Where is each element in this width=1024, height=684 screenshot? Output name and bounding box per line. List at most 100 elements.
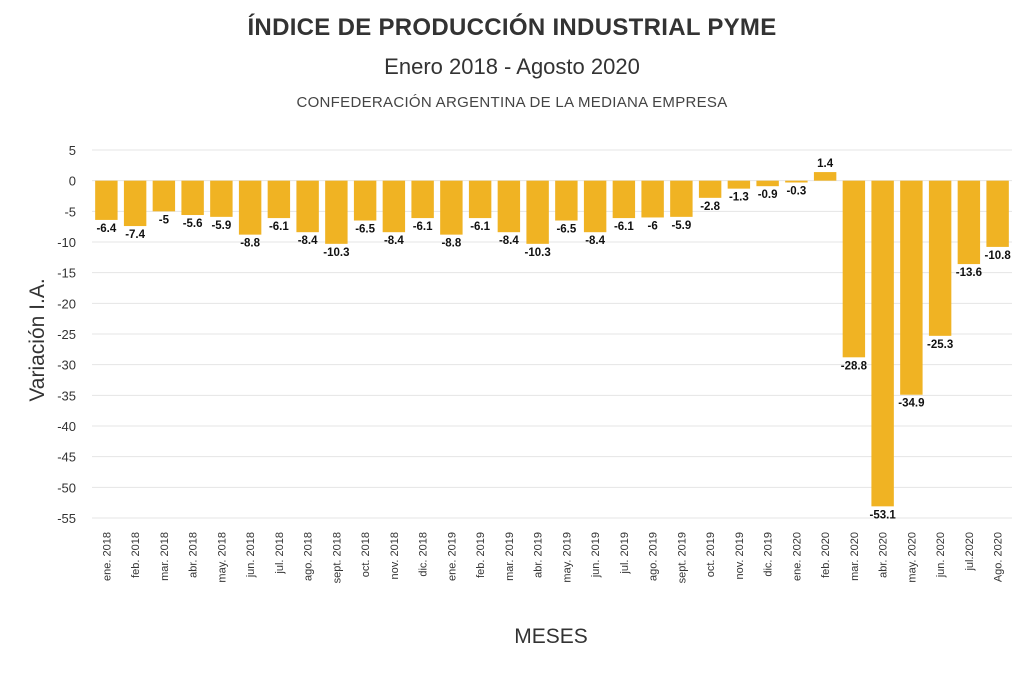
x-tick-label: jul.2020 <box>964 532 976 572</box>
x-tick-label: ene. 2020 <box>791 532 803 581</box>
bar <box>382 180 406 233</box>
x-axis-ticks: ene. 2018 feb. 2018 mar. 2018 abr. 2018 may.… <box>101 532 1004 583</box>
data-label: -6.4 <box>96 223 116 235</box>
bar <box>756 180 779 187</box>
x-tick-label: feb. 2019 <box>475 532 487 578</box>
x-tick-label: ago. 2018 <box>303 532 315 581</box>
data-label: -10.3 <box>323 247 349 259</box>
bar <box>267 180 291 219</box>
x-tick-label: mar. 2018 <box>159 532 171 581</box>
y-tick-label: 5 <box>69 143 76 158</box>
data-label: -8.4 <box>585 235 605 247</box>
x-tick-label: ene. 2018 <box>101 532 113 581</box>
x-tick-label: Ago. 2020 <box>993 532 1005 582</box>
bar <box>440 180 463 235</box>
bar <box>727 180 751 189</box>
x-tick-label: ago. 2019 <box>648 532 660 581</box>
x-tick-label: may. 2018 <box>216 532 228 583</box>
y-axis-ticks: 5 0 -5 -10 -15 -20 -25 -30 -35 -40 -45 -50 -55 <box>57 143 76 526</box>
bar <box>181 180 204 216</box>
x-tick-label: dic. 2019 <box>763 532 775 577</box>
y-tick-label: -50 <box>57 480 76 495</box>
data-label: -5 <box>159 214 170 226</box>
data-label: -5.9 <box>211 220 231 232</box>
y-tick-label: -55 <box>57 511 76 526</box>
bar <box>468 180 492 219</box>
data-label: -6.1 <box>470 221 490 233</box>
chart-subtitle: Enero 2018 - Agosto 2020 <box>384 54 640 79</box>
x-tick-label: nov. 2019 <box>734 532 746 580</box>
x-tick-label: abr. 2020 <box>878 532 890 578</box>
chart-source: CONFEDERACIÓN ARGENTINA DE LA MEDIANA EM… <box>296 94 728 111</box>
bar <box>95 180 118 220</box>
bar <box>698 180 722 198</box>
bar <box>411 180 434 219</box>
data-label: -6.5 <box>355 224 375 236</box>
bar <box>641 180 664 218</box>
data-label: -10.3 <box>525 247 551 259</box>
y-tick-label: -25 <box>57 327 76 342</box>
x-tick-label: jul. 2019 <box>619 532 631 575</box>
bar <box>526 180 549 244</box>
x-tick-label: abr. 2018 <box>188 532 200 578</box>
data-label: -6.1 <box>413 221 433 233</box>
bar <box>842 180 866 358</box>
bar <box>612 180 636 219</box>
data-label: -6.1 <box>269 221 289 233</box>
data-labels: -6.4-7.4-5 -5.6 -5.9-8.8-6.1-8.4-10.3-6.5-… <box>96 158 1011 521</box>
x-tick-label: jun. 2020 <box>935 532 947 578</box>
bar <box>986 180 1009 247</box>
bar <box>296 180 319 233</box>
y-tick-label: -40 <box>57 419 76 434</box>
data-label: -28.8 <box>841 360 868 372</box>
x-tick-label: may. 2020 <box>906 532 918 583</box>
data-label: -8.4 <box>499 235 519 247</box>
data-label: -34.9 <box>898 398 924 410</box>
data-label: -10.8 <box>985 250 1012 262</box>
bars <box>95 172 1009 507</box>
chart-title: ÍNDICE DE PRODUCCIÓN INDUSTRIAL PYME <box>247 14 777 41</box>
bar <box>555 180 578 221</box>
bar <box>871 180 894 507</box>
x-tick-label: mar. 2019 <box>504 532 516 581</box>
bar <box>785 180 808 183</box>
y-tick-label: -30 <box>57 358 76 373</box>
data-label: -25.3 <box>927 339 953 351</box>
data-label: -6.1 <box>614 221 634 233</box>
x-tick-label: ene. 2019 <box>446 532 458 581</box>
bar <box>900 180 923 395</box>
y-axis-title: Variación I.A. <box>26 278 49 401</box>
y-tick-label: -5 <box>64 204 76 219</box>
data-label: -53.1 <box>870 509 897 521</box>
bar <box>957 180 981 265</box>
data-label: -5.9 <box>671 220 691 232</box>
x-tick-label: sept. 2018 <box>331 532 343 583</box>
bar <box>123 180 147 227</box>
x-tick-label: feb. 2020 <box>820 532 832 578</box>
x-tick-label: oct. 2019 <box>705 532 717 577</box>
data-label: -8.4 <box>298 235 318 247</box>
bar <box>497 180 521 233</box>
y-tick-label: -35 <box>57 388 76 403</box>
y-tick-label: -45 <box>57 450 76 465</box>
x-tick-label: dic. 2018 <box>418 532 430 577</box>
bar <box>325 180 348 244</box>
data-label: -7.4 <box>125 229 145 241</box>
data-label: -8.4 <box>384 235 404 247</box>
data-label: -5.6 <box>183 218 203 230</box>
data-label: -6.5 <box>556 224 576 236</box>
x-tick-label: may. 2019 <box>561 532 573 583</box>
x-tick-label: jun. 2018 <box>245 532 257 578</box>
x-tick-label: oct. 2018 <box>360 532 372 577</box>
data-label: -8.8 <box>441 238 461 250</box>
bar <box>813 172 837 181</box>
bar <box>583 180 607 233</box>
x-tick-label: jun. 2019 <box>590 532 602 578</box>
y-tick-label: -15 <box>57 266 76 281</box>
bar <box>928 180 952 336</box>
data-label: -1.3 <box>729 192 749 204</box>
data-label: 1.4 <box>817 158 834 170</box>
x-tick-label: feb. 2018 <box>130 532 142 578</box>
x-tick-label: sept. 2019 <box>676 532 688 583</box>
